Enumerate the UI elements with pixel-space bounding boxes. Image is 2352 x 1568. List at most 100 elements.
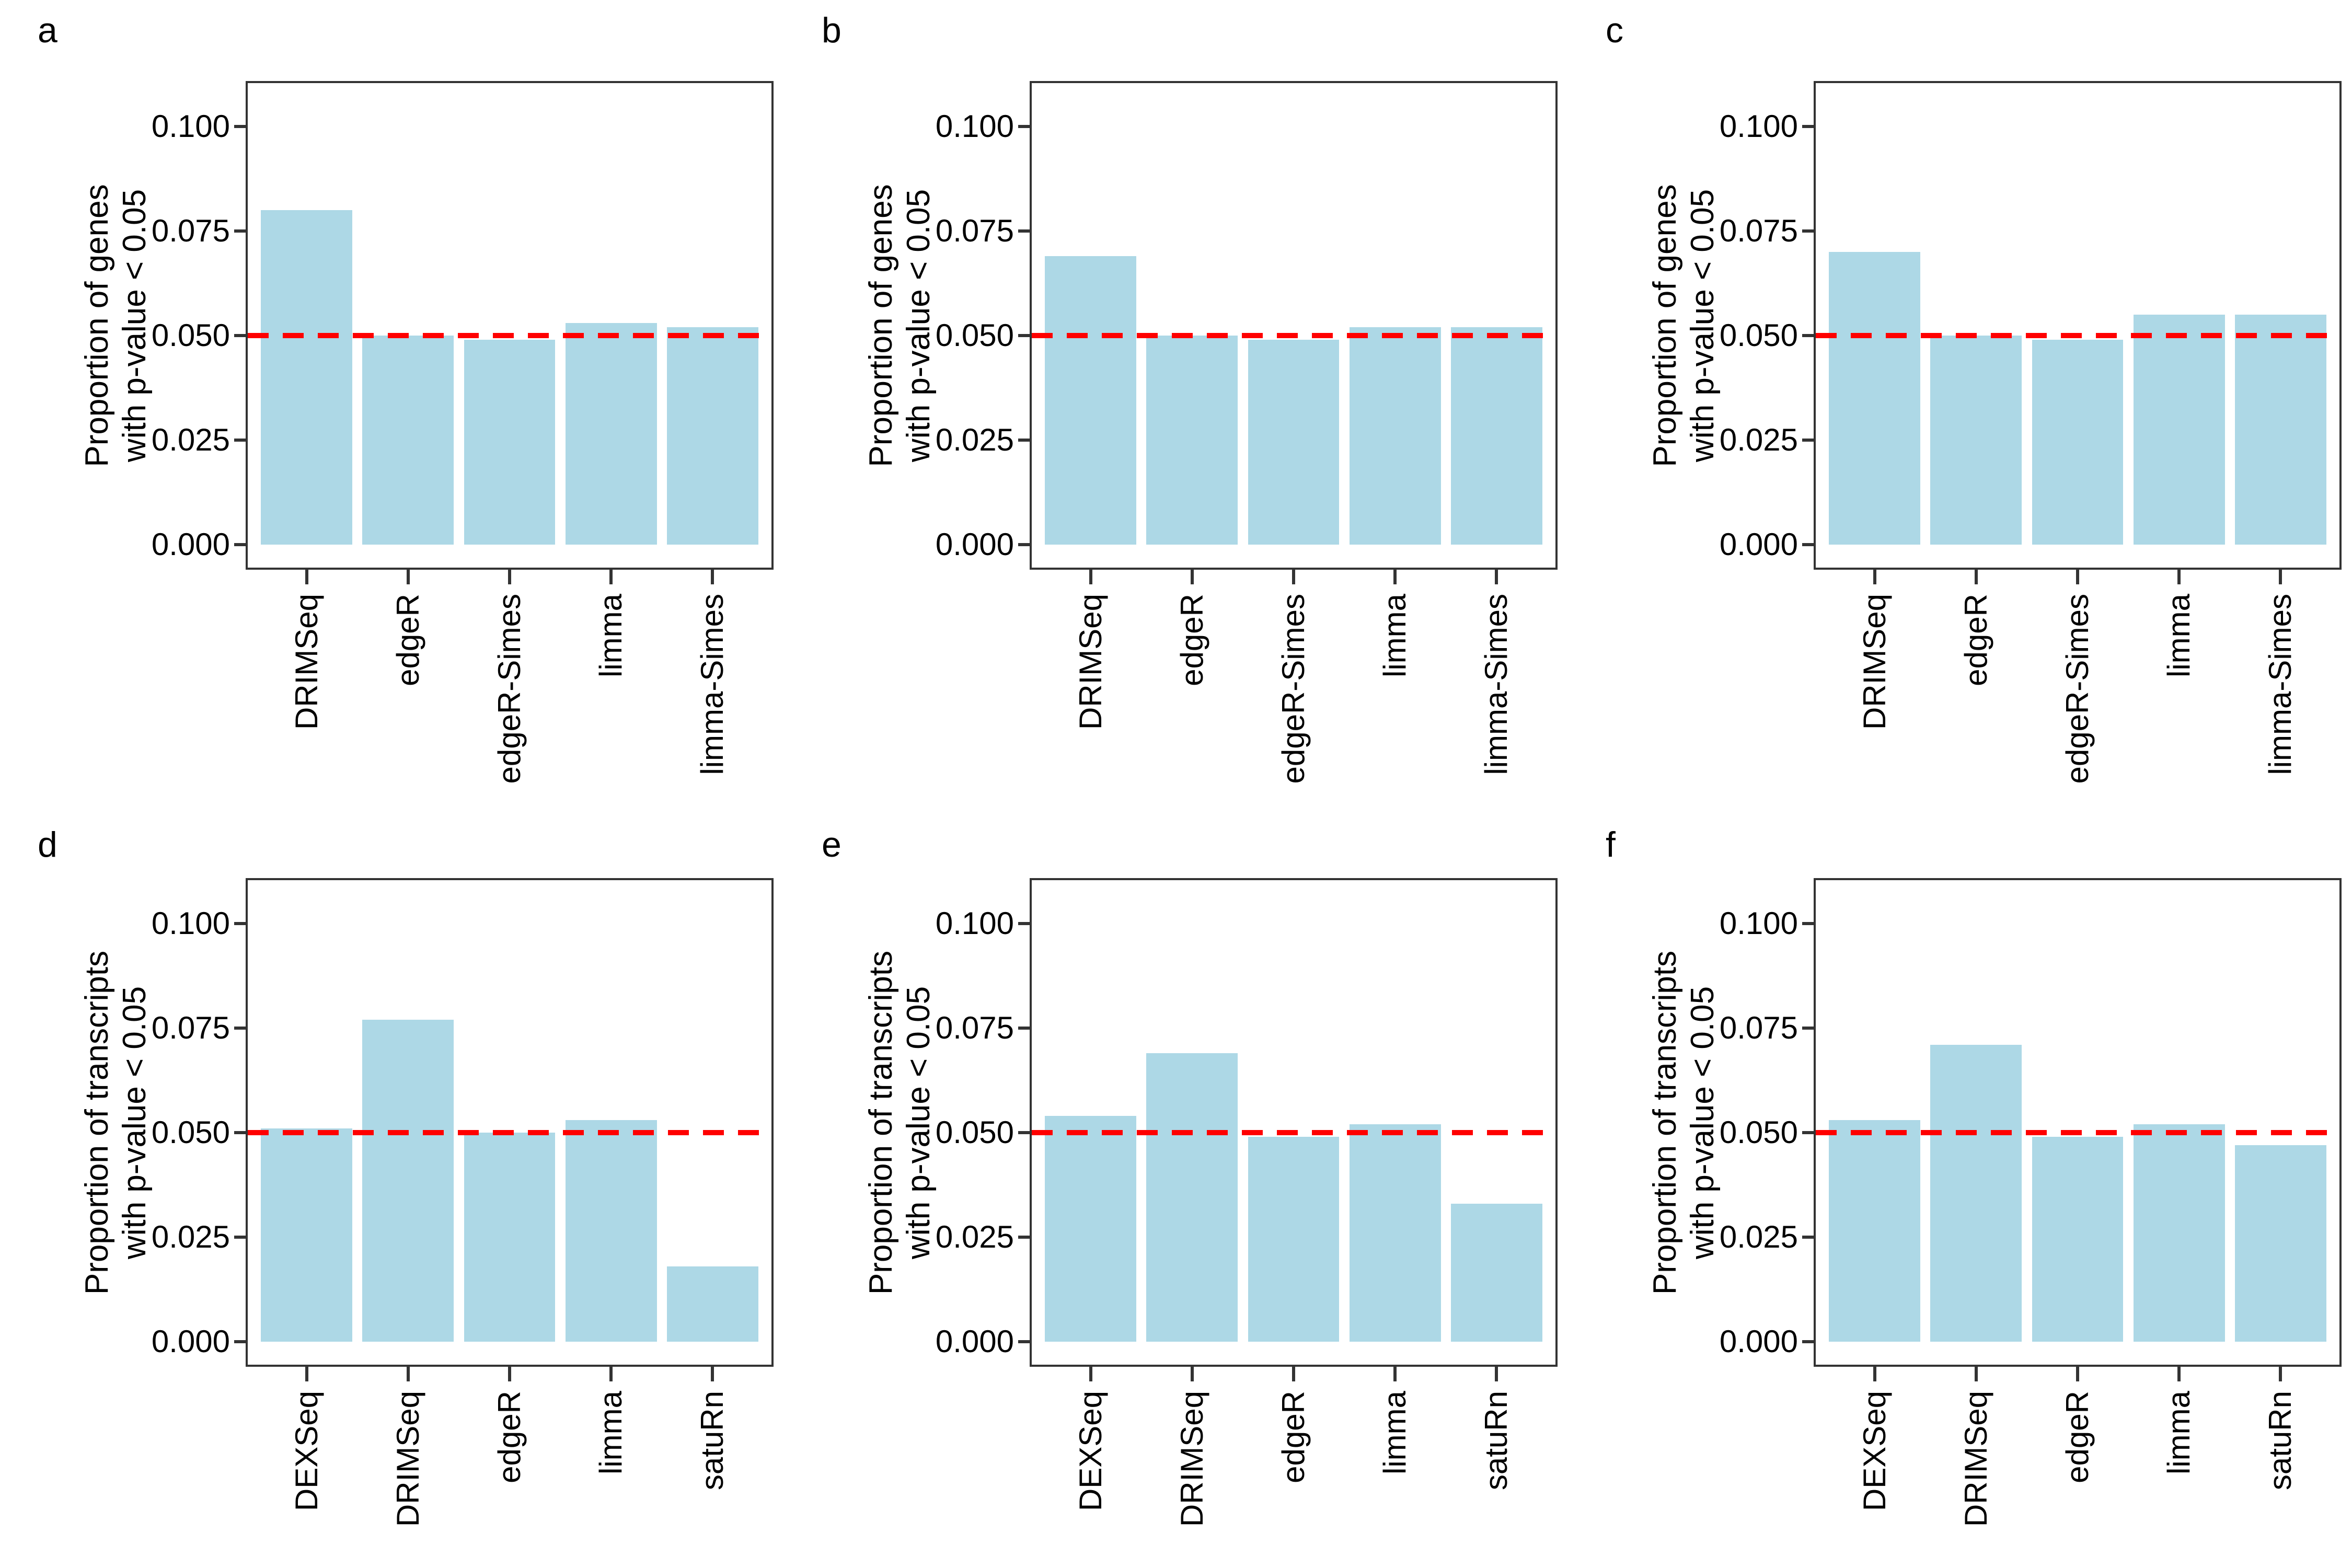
y-tick-label: 0.050 <box>935 1115 1014 1150</box>
bar-edgeR-Simes <box>2032 340 2124 545</box>
y-tick-label: 0.025 <box>1719 422 1798 457</box>
y-tick-label: 0.075 <box>1719 213 1798 248</box>
y-tick <box>1018 1027 1030 1030</box>
bar-DRIMSeq <box>261 210 352 545</box>
bar-edgeR <box>1248 1137 1340 1342</box>
x-tick-label: limma <box>2161 1391 2197 1474</box>
bar-DRIMSeq <box>362 1020 454 1342</box>
panel-a: a Proportion of genes with p-value < 0.05 0… <box>0 0 784 784</box>
x-tick <box>406 570 410 584</box>
x-tick-label: DEXSeq <box>1073 1391 1108 1512</box>
x-tick <box>609 570 613 584</box>
x-tick-label: limma-Simes <box>1479 594 1514 775</box>
bar-limma-Simes <box>1451 327 1542 545</box>
y-tick <box>1802 439 1814 442</box>
y-tick <box>1802 125 1814 128</box>
y-tick-label: 0.025 <box>151 1219 230 1254</box>
x-tick <box>1089 1367 1092 1381</box>
panel-e: e Proportion of transcripts with p-value <… <box>784 784 1568 1568</box>
x-tick-label: edgeR <box>2060 1391 2095 1483</box>
y-tick <box>1018 1340 1030 1343</box>
bar-edgeR <box>2032 1137 2124 1342</box>
x-tick-label: DEXSeq <box>1857 1391 1892 1512</box>
y-tick <box>1802 1340 1814 1343</box>
y-tick-label: 0.000 <box>1719 1324 1798 1359</box>
x-tick-label: limma-Simes <box>695 594 730 775</box>
y-tick <box>1802 543 1814 546</box>
y-tick <box>1802 1236 1814 1239</box>
x-tick <box>2177 570 2181 584</box>
bar-limma <box>2133 315 2225 545</box>
y-tick <box>1018 1131 1030 1134</box>
y-tick <box>1018 922 1030 925</box>
y-tick-label: 0.075 <box>151 213 230 248</box>
panel-f: f Proportion of transcripts with p-value <… <box>1568 784 2352 1568</box>
x-tick <box>508 570 511 584</box>
x-tick <box>1873 1367 1876 1381</box>
x-tick-label: DRIMSeq <box>1958 1391 1993 1527</box>
x-tick-label: limma <box>1377 594 1413 677</box>
bar-edgeR-Simes <box>1248 340 1340 545</box>
bar-edgeR <box>464 1133 556 1342</box>
panel-c: c Proportion of genes with p-value < 0.05 0… <box>1568 0 2352 784</box>
x-tick-label: edgeR <box>390 594 425 686</box>
bar-DRIMSeq <box>1146 1053 1238 1342</box>
y-tick <box>1018 439 1030 442</box>
x-tick-label: edgeR <box>1174 594 1209 686</box>
bar-satuRn <box>667 1266 758 1342</box>
y-tick <box>1802 334 1814 337</box>
plot-panel <box>1030 81 1558 570</box>
bar-limma <box>2133 1124 2225 1342</box>
y-tick-label: 0.000 <box>151 1324 230 1359</box>
x-tick <box>305 1367 308 1381</box>
bar-edgeR-Simes <box>464 340 556 545</box>
y-tick-label: 0.000 <box>935 527 1014 562</box>
y-tick <box>234 1027 246 1030</box>
x-tick-label: limma <box>593 594 629 677</box>
x-tick-label: DEXSeq <box>289 1391 324 1512</box>
y-tick-label: 0.050 <box>1719 1115 1798 1150</box>
y-tick <box>1802 922 1814 925</box>
y-tick-label: 0.075 <box>151 1010 230 1045</box>
plot-panel <box>1814 81 2342 570</box>
x-tick <box>1974 1367 1978 1381</box>
y-tick <box>234 1131 246 1134</box>
y-tick-label: 0.050 <box>935 318 1014 353</box>
panel-letter: e <box>822 825 841 864</box>
bar-limma-Simes <box>667 327 758 545</box>
y-tick-label: 0.050 <box>1719 318 1798 353</box>
y-tick-label: 0.050 <box>151 1115 230 1150</box>
x-tick <box>1495 1367 1498 1381</box>
x-tick-label: satuRn <box>695 1391 730 1491</box>
y-tick-label: 0.025 <box>1719 1219 1798 1254</box>
bar-DEXSeq <box>1045 1116 1136 1342</box>
x-tick-label: edgeR <box>492 1391 527 1483</box>
x-tick-label: DRIMSeq <box>289 594 324 730</box>
bar-limma <box>565 323 657 545</box>
threshold-line <box>248 1130 771 1135</box>
y-tick-label: 0.025 <box>935 1219 1014 1254</box>
bar-edgeR <box>362 336 454 545</box>
x-tick-label: DRIMSeq <box>1857 594 1892 730</box>
panel-letter: c <box>1606 10 1623 50</box>
x-tick <box>1393 1367 1397 1381</box>
x-tick-label: edgeR-Simes <box>2060 594 2095 784</box>
x-tick-label: edgeR-Simes <box>1276 594 1311 784</box>
bar-satuRn <box>1451 1204 1542 1342</box>
y-tick <box>1802 229 1814 233</box>
bar-limma-Simes <box>2235 315 2326 545</box>
bar-satuRn <box>2235 1145 2326 1342</box>
x-tick <box>508 1367 511 1381</box>
y-tick <box>1018 229 1030 233</box>
threshold-line <box>1032 333 1555 338</box>
x-tick <box>2279 1367 2282 1381</box>
y-tick <box>1018 334 1030 337</box>
plot-panel <box>246 81 774 570</box>
x-tick <box>2279 570 2282 584</box>
y-tick-label: 0.100 <box>1719 906 1798 941</box>
x-tick-label: edgeR-Simes <box>492 594 527 784</box>
bar-edgeR <box>1146 336 1238 545</box>
y-tick-label: 0.000 <box>935 1324 1014 1359</box>
x-tick <box>1190 570 1194 584</box>
